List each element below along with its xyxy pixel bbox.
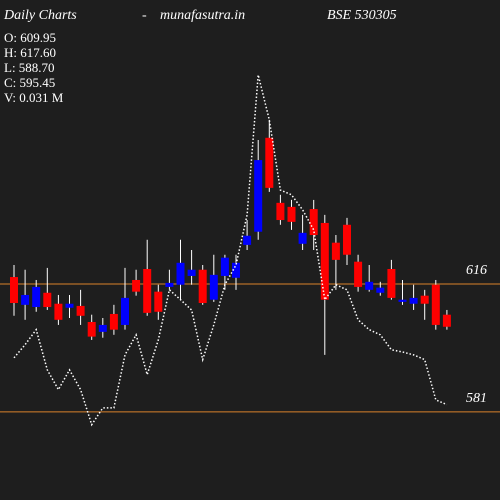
y-tick-label: 581 xyxy=(466,391,487,406)
candle-body xyxy=(298,232,307,244)
candle-body xyxy=(431,284,440,325)
candle-body xyxy=(43,292,52,308)
candle-body xyxy=(198,269,207,303)
plot-area xyxy=(0,74,500,427)
candle-body xyxy=(209,274,218,300)
candle-body xyxy=(10,277,18,303)
candle-body xyxy=(331,242,340,260)
candle-body xyxy=(354,261,363,287)
candle-body xyxy=(76,305,85,316)
candle-body xyxy=(376,287,385,293)
candle-body xyxy=(220,257,229,276)
candle-body xyxy=(21,294,30,305)
candle-body xyxy=(187,269,196,276)
candle-body xyxy=(442,314,451,327)
candle-body xyxy=(243,235,252,245)
candle-body xyxy=(309,209,318,236)
candle-body xyxy=(287,206,296,222)
candle-body xyxy=(32,286,41,308)
candle-body xyxy=(254,160,263,232)
candle-body xyxy=(121,297,129,325)
candle-body xyxy=(165,282,174,287)
candle-body xyxy=(276,202,285,221)
candle-body xyxy=(409,297,418,304)
candle-body xyxy=(87,322,96,337)
site-name: munafasutra.in xyxy=(160,8,245,23)
candle-body xyxy=(232,262,240,278)
candle-body xyxy=(420,295,429,304)
candle-body xyxy=(143,269,152,313)
candle-body xyxy=(387,269,396,298)
candle-body xyxy=(320,222,329,300)
candle-body xyxy=(176,262,185,285)
separator: - xyxy=(142,8,147,23)
chart-title: Daily Charts xyxy=(3,8,77,23)
candle-body xyxy=(109,313,118,330)
ohlc-info: H: 617.60 xyxy=(4,45,56,60)
candle-body xyxy=(54,303,63,320)
ohlc-info: O: 609.95 xyxy=(4,30,56,45)
ohlc-info: C: 595.45 xyxy=(4,75,55,90)
ohlc-info: V: 0.031 M xyxy=(4,90,64,105)
candle-body xyxy=(154,291,163,312)
candle-body xyxy=(98,324,107,332)
symbol: BSE 530305 xyxy=(327,8,397,23)
candle-body xyxy=(343,224,351,255)
candle-body xyxy=(132,279,141,292)
y-tick-label: 616 xyxy=(466,263,487,278)
candle-body xyxy=(65,303,74,308)
ohlc-info: L: 588.70 xyxy=(4,60,55,75)
candle-body xyxy=(365,281,374,290)
candle-body xyxy=(265,137,274,188)
candle-body xyxy=(398,299,407,302)
